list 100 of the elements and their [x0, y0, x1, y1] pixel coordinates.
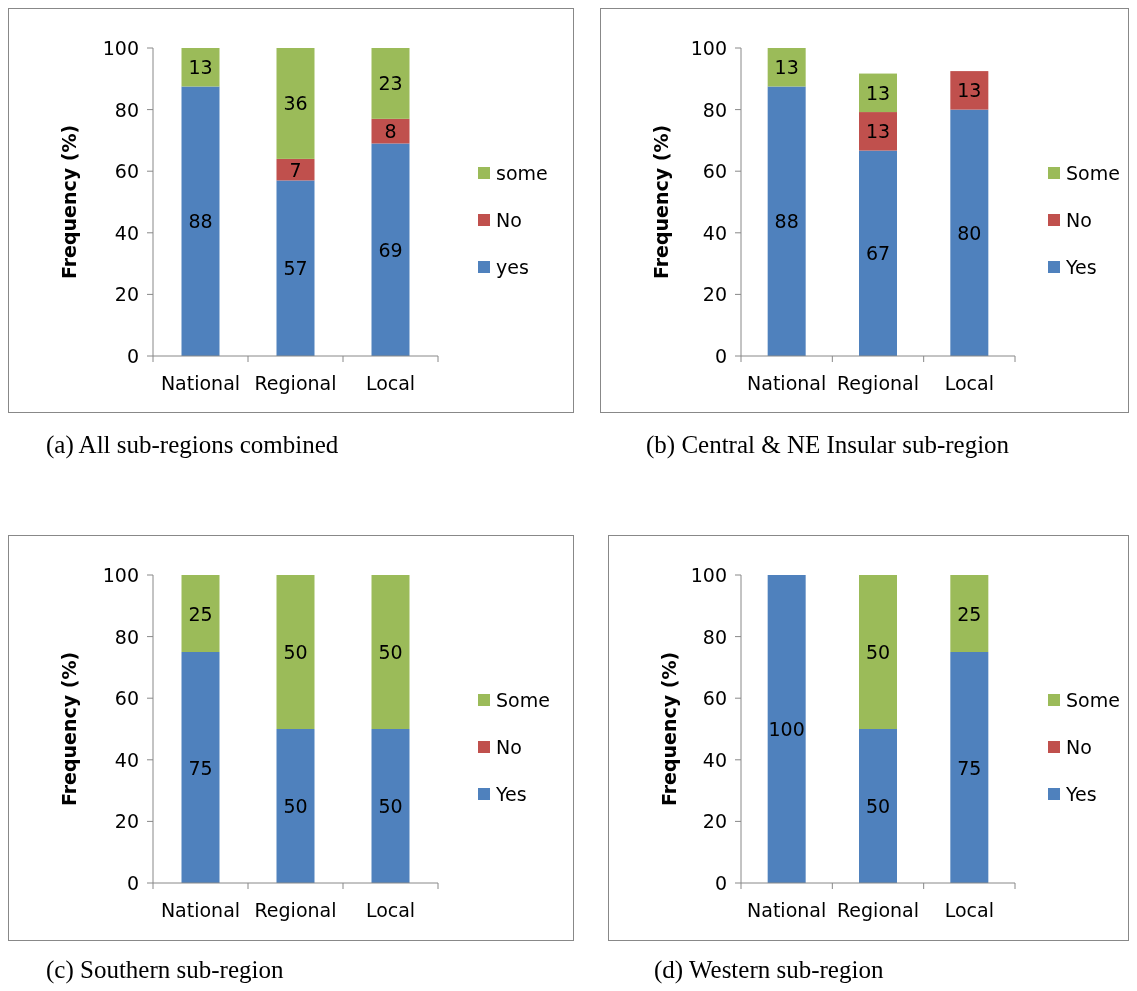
data-label: 25	[957, 602, 982, 625]
data-label: 75	[188, 756, 213, 779]
data-label: 88	[774, 210, 799, 233]
text: (c) Southern sub-region	[46, 956, 284, 984]
legend-label: No	[1066, 209, 1092, 231]
data-label: 80	[957, 221, 982, 244]
bar	[276, 48, 315, 159]
x-tick-label: Regional	[837, 372, 919, 394]
bar	[371, 729, 410, 883]
bar	[859, 150, 897, 356]
y-tick-label: 0	[714, 872, 727, 894]
text: (a) All sub-regions combined	[46, 431, 339, 459]
y-tick-label: 100	[690, 37, 727, 59]
bar	[276, 575, 315, 729]
data-label: 13	[865, 81, 891, 104]
bar	[859, 729, 897, 883]
x-tick-label: Local	[365, 372, 416, 394]
bar	[767, 48, 806, 87]
legend-label: Yes	[1065, 783, 1097, 805]
bar	[371, 143, 410, 356]
y-tick-label: 20	[114, 283, 139, 306]
data-label: 50	[865, 641, 891, 663]
bar	[767, 575, 806, 883]
bar	[276, 729, 315, 883]
x-tick-label: National	[160, 372, 241, 394]
x-tick-label: Regional	[254, 372, 337, 394]
y-tick-label: 60	[114, 687, 139, 710]
x-tick-label: Regional	[254, 899, 337, 921]
bar	[859, 112, 897, 151]
data-label: 88	[188, 210, 213, 233]
bar	[950, 71, 989, 110]
x-tick-label: Local	[365, 899, 416, 921]
bar	[181, 652, 220, 883]
data-label: 8	[384, 120, 397, 143]
data-label: 13	[865, 120, 891, 143]
data-label: 75	[957, 756, 982, 779]
x-tick-label: National	[747, 899, 827, 921]
data-label: 7	[289, 158, 302, 181]
x-tick-label: National	[747, 372, 827, 394]
data-label: 100	[768, 718, 805, 740]
legend-label: Some	[1066, 162, 1120, 184]
y-tick-label: 40	[702, 748, 727, 771]
legend-label: some	[496, 162, 548, 184]
bar	[181, 48, 220, 87]
y-tick-label: 0	[126, 345, 139, 367]
x-tick-label: Local	[944, 899, 994, 921]
bar	[859, 575, 897, 729]
y-tick-label: 0	[126, 872, 139, 894]
bar	[950, 575, 989, 652]
y-tick-label: 60	[702, 687, 727, 710]
x-tick-label: Local	[944, 372, 994, 394]
legend-label: Yes	[495, 783, 527, 805]
y-tick-label: 80	[702, 98, 727, 121]
data-label: 13	[957, 79, 982, 102]
data-label: 50	[283, 641, 308, 663]
x-tick-label: National	[160, 899, 241, 921]
y-tick-label: 100	[690, 564, 727, 586]
y-tick-label: 80	[114, 98, 139, 121]
legend-label: Yes	[1065, 256, 1097, 278]
y-tick-label: 100	[102, 564, 139, 586]
y-axis-title: Frequency (%)	[650, 124, 672, 280]
bar	[767, 86, 806, 356]
y-tick-label: 60	[114, 160, 139, 183]
data-label: 67	[865, 242, 891, 265]
data-label: 36	[283, 92, 308, 115]
data-label: 50	[378, 795, 403, 817]
y-axis-title: Frequency (%)	[658, 651, 680, 807]
bar	[181, 86, 220, 356]
data-label: 23	[378, 72, 403, 95]
data-label: 57	[283, 257, 308, 280]
data-label: 50	[865, 795, 891, 817]
data-label: 50	[378, 641, 403, 663]
y-tick-label: 40	[702, 221, 727, 244]
data-label: 25	[188, 602, 213, 625]
y-tick-label: 80	[702, 625, 727, 648]
legend-label: Some	[496, 689, 550, 711]
y-axis-title: Frequency (%)	[58, 124, 80, 280]
y-tick-label: 20	[114, 810, 139, 833]
bar	[950, 109, 989, 356]
y-tick-label: 80	[114, 625, 139, 648]
legend-label: Some	[1066, 689, 1120, 711]
legend-label: No	[496, 209, 522, 231]
text: (b) Central & NE Insular sub-region	[646, 431, 1010, 459]
data-label: 69	[378, 238, 403, 261]
bar	[276, 180, 315, 356]
y-tick-label: 20	[702, 810, 727, 833]
data-label: 13	[188, 56, 213, 79]
bar	[950, 652, 989, 883]
y-tick-label: 0	[714, 345, 727, 367]
data-label: 50	[283, 795, 308, 817]
y-axis-title: Frequency (%)	[58, 651, 80, 807]
legend-label: yes	[496, 256, 529, 278]
bar	[371, 48, 410, 119]
y-tick-label: 40	[114, 748, 139, 771]
data-label: 13	[774, 56, 799, 79]
text: (d) Western sub-region	[654, 956, 884, 984]
bar	[181, 575, 220, 652]
y-tick-label: 100	[102, 37, 139, 59]
legend-label: No	[496, 736, 522, 758]
y-tick-label: 60	[702, 160, 727, 183]
